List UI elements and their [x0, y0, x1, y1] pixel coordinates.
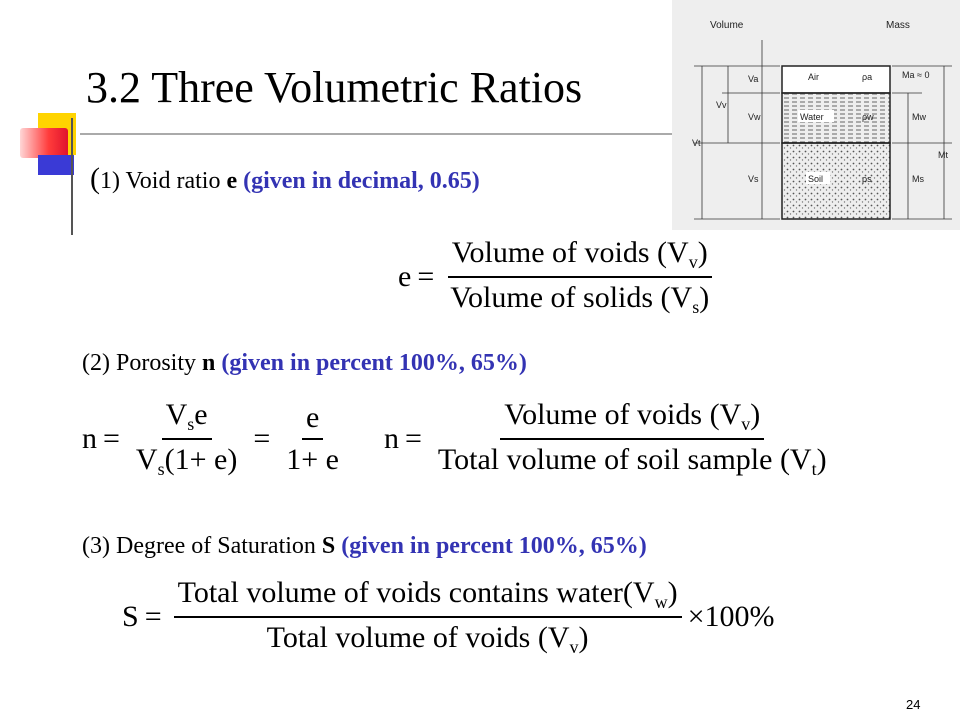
eq2a-fraction-1: Vse Vs(1+ e): [132, 398, 241, 480]
vw-label: Vw: [748, 112, 761, 122]
decorative-blue-square: [38, 155, 74, 175]
decorative-red-square: [20, 128, 68, 158]
volume-header: Volume: [710, 20, 744, 31]
vv-label: Vv: [716, 100, 727, 110]
eq2b-denominator: Total volume of soil sample (Vt): [437, 443, 827, 479]
porosity-symbol: n: [202, 350, 216, 376]
rho-w-label: ρw: [862, 112, 874, 122]
mass-dimension-lines: [892, 65, 952, 220]
eq2a-numerator-2: e: [301, 401, 324, 440]
eq1-equals: =: [417, 260, 435, 293]
eq2a-denominator-2: 1+ e: [286, 443, 339, 476]
rho-a-label: ρa: [862, 72, 872, 82]
volume-dimension-lines: [694, 40, 780, 220]
void-ratio-symbol: e: [226, 168, 238, 194]
phase-diagram-svg: Volume Mass Air ρa Water ρw Soil ρs Va V…: [692, 20, 952, 220]
porosity-equation-b: n = Volume of voids (Vv) Total volume of…: [384, 398, 837, 480]
open-paren: (: [90, 162, 100, 195]
eq1-lhs: e: [398, 260, 412, 293]
air-label: Air: [808, 72, 819, 82]
saturation-equation: S = Total volume of voids contains water…: [122, 576, 775, 658]
porosity-label: (2) Porosity: [82, 350, 202, 376]
page-number: 24: [906, 697, 921, 712]
void-ratio-note: (given in decimal, 0.65): [243, 168, 480, 194]
eq1-denominator: Volume of solids (Vs): [450, 281, 710, 317]
title-underline: [80, 133, 678, 135]
decorative-vertical-line: [71, 118, 73, 235]
void-ratio-equation: e = Volume of voids (Vv) Volume of solid…: [398, 236, 719, 318]
saturation-symbol: S: [321, 533, 336, 559]
saturation-heading: (3) Degree of Saturation S (given in per…: [82, 533, 647, 560]
eq3-fraction: Total volume of voids contains water(Vw)…: [173, 576, 682, 658]
eq2a-equals-2: =: [253, 422, 271, 455]
soil-label: Soil: [808, 174, 823, 184]
mass-header: Mass: [886, 20, 910, 31]
eq3-equals: =: [144, 600, 162, 633]
eq2b-fraction: Volume of voids (Vv) Total volume of soi…: [434, 398, 831, 480]
porosity-heading: (2) Porosity n (given in percent 100%, 6…: [82, 350, 527, 377]
eq2a-fraction-2: e 1+ e: [282, 401, 343, 477]
eq1-fraction: Volume of voids (Vv) Volume of solids (V…: [446, 236, 713, 318]
porosity-equation-a: n = Vse Vs(1+ e) = e 1+ e: [82, 398, 349, 480]
vs-label: Vs: [748, 174, 759, 184]
saturation-note: (given in percent 100%, 65%): [341, 533, 647, 559]
va-label: Va: [748, 74, 758, 84]
eq3-denominator: Total volume of voids (Vv): [266, 621, 589, 657]
water-label: Water: [800, 112, 824, 122]
saturation-label: (3) Degree of Saturation: [82, 533, 322, 559]
vt-label: Vt: [692, 138, 701, 148]
porosity-note: (given in percent 100%, 65%): [221, 350, 527, 376]
soil-phase-diagram: Volume Mass Air ρa Water ρw Soil ρs Va V…: [672, 0, 960, 230]
rho-s-label: ρs: [862, 174, 872, 184]
mw-label: Mw: [912, 112, 926, 122]
ma-label: Ma ≈ 0: [902, 70, 929, 80]
eq2b-numerator: Volume of voids (Vv): [500, 398, 765, 440]
eq2b-equals: =: [405, 422, 422, 455]
void-ratio-heading: (1) Void ratio e (given in decimal, 0.65…: [90, 162, 480, 196]
mt-label: Mt: [938, 150, 948, 160]
eq2b-lhs: n: [384, 422, 399, 455]
eq2a-lhs: n: [82, 422, 97, 455]
eq3-numerator: Total volume of voids contains water(Vw): [173, 576, 682, 618]
eq1-numerator: Volume of voids (Vv): [447, 236, 712, 278]
eq2a-numerator-1: Vse: [161, 398, 212, 440]
eq2a-equals-1: =: [103, 422, 120, 455]
void-ratio-label: 1) Void ratio: [100, 168, 227, 194]
soil-phase: [781, 142, 891, 220]
slide-title: 3.2 Three Volumetric Ratios: [86, 63, 583, 112]
eq2a-denominator-1: Vs(1+ e): [135, 443, 238, 479]
eq3-multiplier: ×100%: [687, 600, 775, 633]
air-phase: [781, 65, 891, 94]
eq3-lhs: S: [122, 600, 139, 633]
ms-label: Ms: [912, 174, 924, 184]
